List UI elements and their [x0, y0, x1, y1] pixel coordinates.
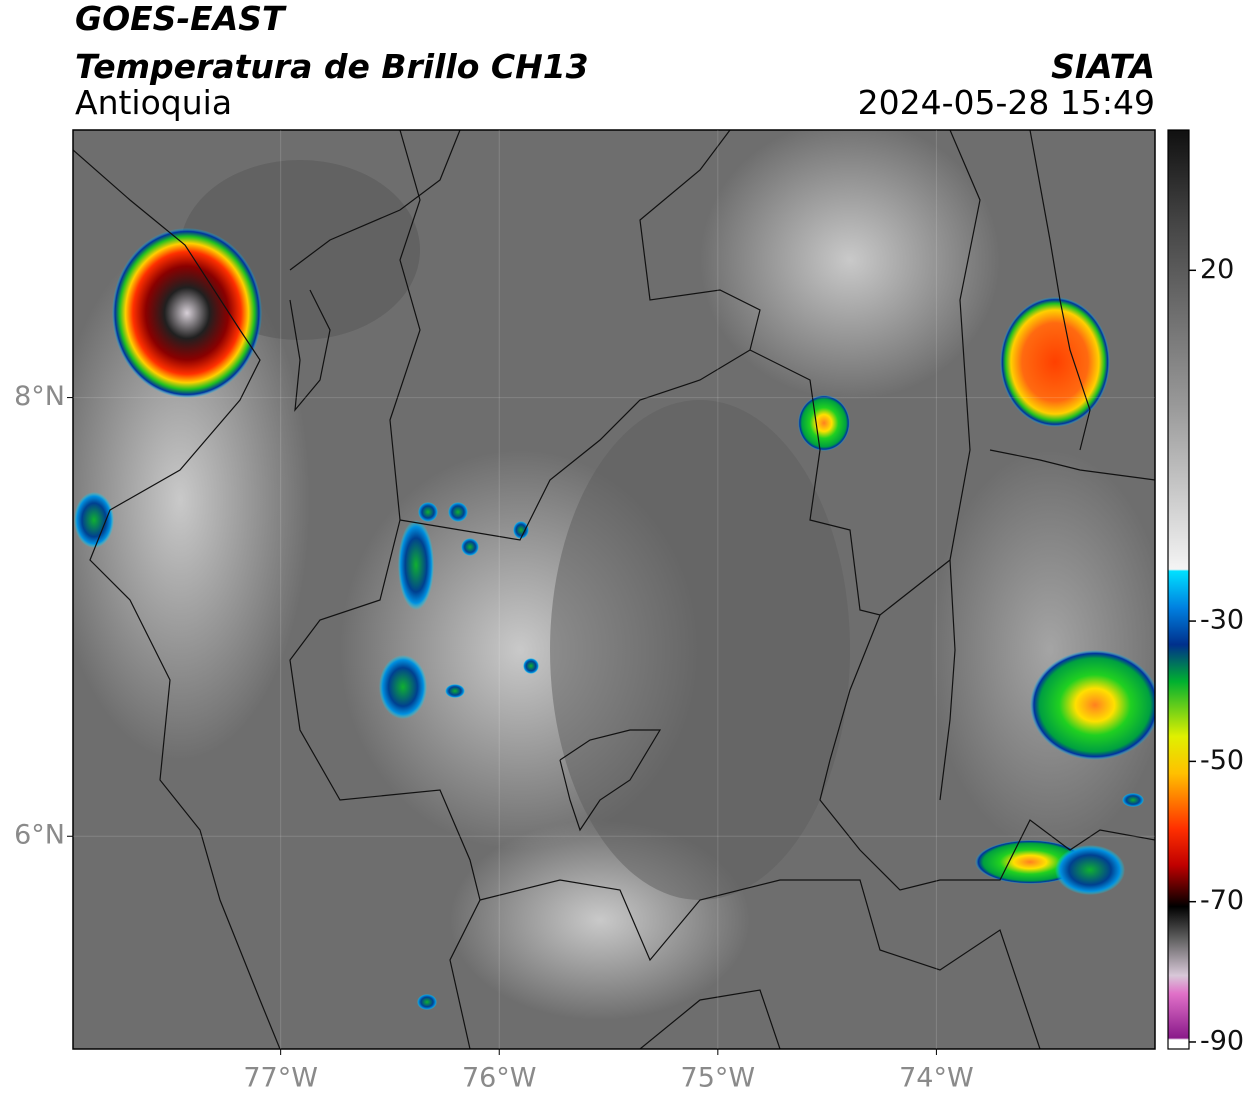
x-tick-label: 77°W — [243, 1063, 318, 1094]
y-tick-label: 8°N — [14, 381, 65, 412]
storm-cell — [798, 395, 850, 451]
storm-cell — [398, 520, 434, 610]
colorbar-tick-label: -50 — [1200, 745, 1244, 776]
storm-cell — [1055, 845, 1125, 895]
borders — [73, 130, 1155, 1049]
storm-cell — [418, 502, 438, 522]
y-tick-label: 6°N — [14, 820, 65, 851]
colorbar — [1167, 129, 1190, 1050]
colorbar-tick-label: 20 — [1200, 254, 1234, 285]
storm-cell — [523, 658, 539, 674]
datetime-label: 2024-05-28 15:49 — [858, 83, 1155, 122]
storm-cell — [112, 228, 262, 398]
region-label: Antioquia — [75, 83, 232, 122]
product-title: Temperatura de Brillo CH13 — [75, 47, 589, 86]
storm-cell — [445, 684, 465, 698]
storm-cell — [513, 521, 529, 539]
colorbar-tick-label: -90 — [1200, 1025, 1244, 1056]
warm-area — [550, 400, 850, 900]
x-tick-label: 74°W — [899, 1063, 974, 1094]
map-image — [73, 130, 1155, 1049]
cloud — [700, 130, 1000, 400]
storm-cell — [1000, 297, 1110, 427]
storm-cell — [74, 492, 114, 548]
cloud — [930, 450, 1155, 850]
source-label: SIATA — [1051, 47, 1155, 86]
storm-cell — [1122, 793, 1144, 807]
storm-cell — [461, 538, 479, 556]
satellite-title: GOES-EAST — [75, 0, 287, 38]
storm-cell — [448, 502, 468, 522]
colorbar-tick-label: -30 — [1200, 605, 1244, 636]
colorbar-tick-label: -70 — [1200, 885, 1244, 916]
x-tick-label: 75°W — [681, 1063, 756, 1094]
x-tick-label: 76°W — [462, 1063, 537, 1094]
storm-cell — [417, 994, 437, 1010]
storm-cell — [1030, 650, 1155, 760]
map-frame — [72, 129, 1156, 1050]
storm-cell — [379, 655, 427, 719]
